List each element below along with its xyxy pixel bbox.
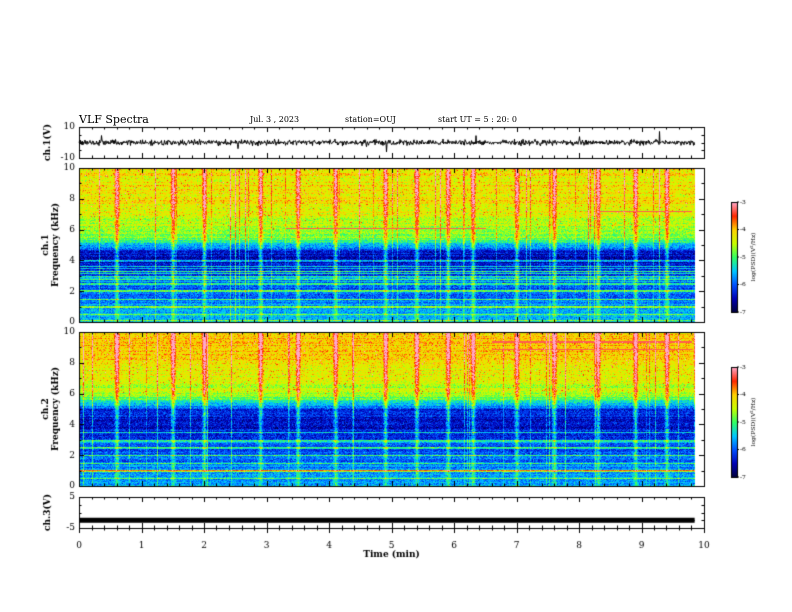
- station-label: station=OUJ: [345, 115, 396, 124]
- date-label: Jul. 3 , 2023: [250, 115, 300, 124]
- figure-title: VLF Spectra: [79, 113, 149, 126]
- start-ut-label: start UT = 5 : 20: 0: [438, 115, 517, 124]
